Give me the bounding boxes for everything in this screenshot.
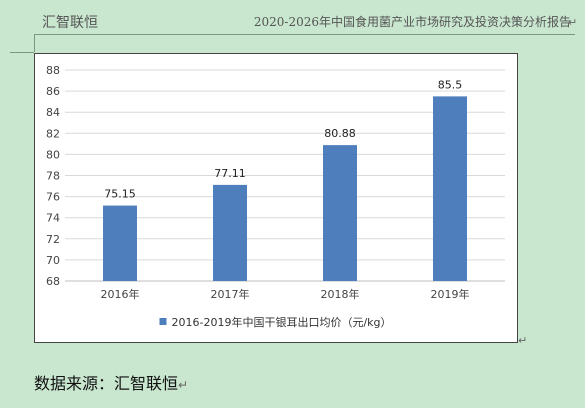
legend-swatch [159,318,167,325]
bar-3 [323,145,357,281]
page-corner-mark-horizontal [10,52,34,53]
page-corner-mark-vertical [34,35,35,52]
y-tick-label: 88 [46,64,60,77]
legend: 2016-2019年中国干银耳出口均价（元/kg） [159,315,392,329]
data-labels: 75.15 77.11 80.88 85.5 [104,78,462,200]
chart-container: 68 70 72 74 76 78 80 82 84 86 88 75.15 77.11 80.88 85… [34,53,518,343]
bar-chart: 68 70 72 74 76 78 80 82 84 86 88 75.15 77.11 80.88 85… [46,64,505,329]
header-divider [34,34,575,35]
bar-4 [433,96,467,281]
y-tick-label: 76 [46,191,60,204]
y-tick-label: 84 [46,106,60,119]
data-source-note: 数据来源：汇智联恒↵ [34,370,188,394]
y-tick-label: 80 [46,148,60,161]
gridlines [65,69,505,282]
header-company-name: 汇智联恒 [42,15,98,31]
x-axis-ticks: 2016年 2017年 2018年 2019年 [101,287,470,301]
data-source-text: 数据来源：汇智联恒 [34,374,179,393]
y-tick-label: 82 [46,127,60,140]
bars [103,96,467,281]
bar-2 [213,184,247,281]
y-tick-label: 68 [46,275,60,288]
data-label: 77.11 [214,167,246,180]
x-tick-label: 2017年 [211,287,250,301]
y-tick-label: 72 [46,233,60,246]
y-tick-label: 78 [46,170,60,183]
data-label: 80.88 [324,127,356,140]
paragraph-mark: ↵ [178,378,189,392]
data-label: 85.5 [438,78,463,91]
paragraph-mark: ↵ [518,334,528,347]
header-report-title: 2020-2026年中国食用菌产业市场研究及投资决策分析报告 [253,15,571,29]
bar-1 [103,205,137,281]
y-tick-label: 86 [46,85,60,98]
y-tick-label: 70 [46,254,60,267]
y-axis-ticks: 68 70 72 74 76 78 80 82 84 86 88 [46,64,60,288]
x-tick-label: 2018年 [321,287,360,301]
x-tick-label: 2016年 [101,287,140,301]
legend-label: 2016-2019年中国干银耳出口均价（元/kg） [171,315,391,329]
paragraph-mark: ↵ [568,16,578,29]
data-label: 75.15 [104,188,136,201]
x-tick-label: 2019年 [431,287,470,301]
y-tick-label: 74 [46,212,60,225]
